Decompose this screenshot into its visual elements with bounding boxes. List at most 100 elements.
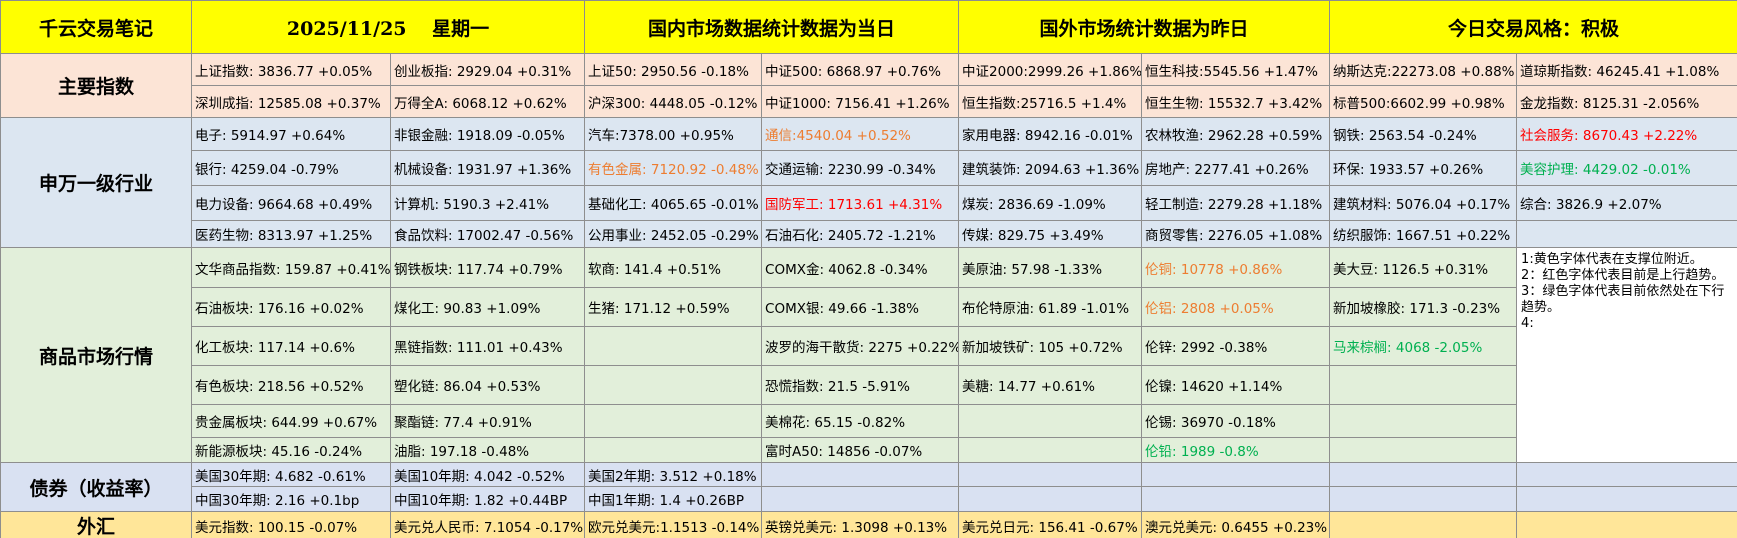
cell <box>1141 486 1331 512</box>
cell: 美大豆: 1126.5 +0.31% <box>1329 247 1518 288</box>
row: 商品市场行情 文华商品指数: 159.87 +0.41% 钢铁板块: 117.74 … <box>0 247 1737 463</box>
cell: 软商: 141.4 +0.51% <box>584 247 763 288</box>
cell: 万得全A: 6068.12 +0.62% <box>389 85 586 118</box>
cell: 深圳成指: 12585.08 +0.37% <box>191 85 391 118</box>
cell: 汽车:7378.00 +0.95% <box>584 117 763 151</box>
cell: 房地产: 2277.41 +0.26% <box>1141 150 1331 186</box>
cell: 油脂: 197.18 -0.48% <box>389 437 586 463</box>
section-label: 债券（收益率） <box>0 462 192 512</box>
cell: 伦铅: 1989 -0.8% <box>1141 437 1331 463</box>
row: 深圳成指: 12585.08 +0.37% 万得全A: 6068.12 +0.62… <box>0 85 1737 118</box>
cell: 布伦特原油: 61.89 -1.01% <box>958 287 1143 327</box>
cell: 建筑装饰: 2094.63 +1.36% <box>958 150 1143 186</box>
cell: 新加坡铁矿: 105 +0.72% <box>958 326 1143 366</box>
cell: 中证1000: 7156.41 +1.26% <box>761 85 960 118</box>
cell <box>584 365 763 405</box>
cell: 电力设备: 9664.68 +0.49% <box>191 185 391 221</box>
row: 主要指数 上证指数: 3836.77 +0.05% 创业板指: 2929.04 +0… <box>0 53 1737 118</box>
cell <box>1329 462 1518 487</box>
cell: 马来棕榈: 4068 -2.05% <box>1329 326 1518 366</box>
row: 债券（收益率） 美国30年期: 4.682 -0.61% 美国10年期: 4.042… <box>0 462 1737 512</box>
row: 外汇 美元指数: 100.15 -0.07% 美元兑人民币: 7.1054 -0.1… <box>0 511 1737 538</box>
row: 新能源板块: 45.16 -0.24% 油脂: 197.18 -0.48% 富时A5… <box>0 437 1737 463</box>
row: 电力设备: 9664.68 +0.49% 计算机: 5190.3 +2.41% 基础… <box>0 185 1737 221</box>
cell: 聚酯链: 77.4 +0.91% <box>389 404 586 438</box>
cell <box>1516 462 1737 487</box>
section-label: 外汇 <box>0 511 192 538</box>
cell: 纺织服饰: 1667.51 +0.22% <box>1329 220 1518 248</box>
row: 化工板块: 117.14 +0.6% 黑链指数: 111.01 +0.43% 波罗的… <box>0 326 1737 366</box>
cell <box>1516 511 1737 538</box>
cell: 金龙指数: 8125.31 -2.056% <box>1516 85 1737 118</box>
cell: 美元指数: 100.15 -0.07% <box>191 511 391 538</box>
cell <box>958 462 1143 487</box>
cell <box>1141 462 1331 487</box>
cell: 有色板块: 218.56 +0.52% <box>191 365 391 405</box>
cell: 沪深300: 4448.05 -0.12% <box>584 85 763 118</box>
row: 有色板块: 218.56 +0.52% 塑化链: 86.04 +0.53% 恐慌指数… <box>0 365 1737 405</box>
note-line: 4: <box>1521 316 1534 331</box>
header-domestic: 国内市场数据统计数据为当日 <box>584 0 960 54</box>
cell: 中国10年期: 1.82 +0.44BP <box>389 486 586 512</box>
cell: 商贸零售: 2276.05 +1.08% <box>1141 220 1331 248</box>
note: 1:黄色字体代表在支撑位附近。 2：红色字体代表目前是上行趋势。 3：绿色字体代表目… <box>1516 247 1737 463</box>
cell: 波罗的海干散货: 2275 +0.22% <box>761 326 960 366</box>
cell: 计算机: 5190.3 +2.41% <box>389 185 586 221</box>
cell <box>1329 365 1518 405</box>
cell <box>761 462 960 487</box>
cell: 黑链指数: 111.01 +0.43% <box>389 326 586 366</box>
header-title: 千云交易笔记 <box>0 0 192 54</box>
header-foreign: 国外市场统计数据为昨日 <box>958 0 1331 54</box>
cell: 钢铁板块: 117.74 +0.79% <box>389 247 586 288</box>
cell: 美原油: 57.98 -1.33% <box>958 247 1143 288</box>
cell: 交通运输: 2230.99 -0.34% <box>761 150 960 186</box>
cell: 上证指数: 3836.77 +0.05% <box>191 53 391 86</box>
cell: 伦镍: 14620 +1.14% <box>1141 365 1331 405</box>
cell: 恒生生物: 15532.7 +3.42% <box>1141 85 1331 118</box>
cell: 中国30年期: 2.16 +0.1bp <box>191 486 391 512</box>
cell: 伦铜: 10778 +0.86% <box>1141 247 1331 288</box>
cell <box>584 326 763 366</box>
cell: 恐慌指数: 21.5 -5.91% <box>761 365 960 405</box>
cell: 恒生科技:5545.56 +1.47% <box>1141 53 1331 86</box>
cell: 文华商品指数: 159.87 +0.41% <box>191 247 391 288</box>
note-line: 2：红色字体代表目前是上行趋势。 <box>1521 268 1725 283</box>
cell <box>761 486 960 512</box>
cell: 电子: 5914.97 +0.64% <box>191 117 391 151</box>
cell: COMX金: 4062.8 -0.34% <box>761 247 960 288</box>
cell: 纳斯达克:22273.08 +0.88% <box>1329 53 1518 86</box>
cell: 塑化链: 86.04 +0.53% <box>389 365 586 405</box>
cell: 煤化工: 90.83 +1.09% <box>389 287 586 327</box>
cell: 石油石化: 2405.72 -1.21% <box>761 220 960 248</box>
cell: 石油板块: 176.16 +0.02% <box>191 287 391 327</box>
header-date: 2025/11/25 星期一 <box>190 0 586 54</box>
cell: 生猪: 171.12 +0.59% <box>584 287 763 327</box>
cell: 美棉花: 65.15 -0.82% <box>761 404 960 438</box>
cell: 澳元兑美元: 0.6455 +0.23% <box>1141 511 1331 538</box>
cell: 公用事业: 2452.05 -0.29% <box>584 220 763 248</box>
cell: 伦锡: 36970 -0.18% <box>1141 404 1331 438</box>
cell: 伦铝: 2808 +0.05% <box>1141 287 1331 327</box>
cell <box>1516 220 1737 248</box>
cell <box>958 486 1143 512</box>
section-label: 商品市场行情 <box>0 247 192 463</box>
cell: 化工板块: 117.14 +0.6% <box>191 326 391 366</box>
cell: 中证2000:2999.26 +1.86% <box>958 53 1143 86</box>
cell: 美元兑人民币: 7.1054 -0.17% <box>389 511 586 538</box>
cell: 环保: 1933.57 +0.26% <box>1329 150 1518 186</box>
cell: 富时A50: 14856 -0.07% <box>761 437 960 463</box>
cell: 轻工制造: 2279.28 +1.18% <box>1141 185 1331 221</box>
cell <box>1329 486 1518 512</box>
row: 石油板块: 176.16 +0.02% 煤化工: 90.83 +1.09% 生猪: … <box>0 287 1737 327</box>
cell: 欧元兑美元:1.1513 -0.14% <box>584 511 763 538</box>
cell: 农林牧渔: 2962.28 +0.59% <box>1141 117 1331 151</box>
cell: 中证500: 6868.97 +0.76% <box>761 53 960 86</box>
row: 医药生物: 8313.97 +1.25% 食品饮料: 17002.47 -0.56… <box>0 220 1737 248</box>
cell: 美糖: 14.77 +0.61% <box>958 365 1143 405</box>
cell: 医药生物: 8313.97 +1.25% <box>191 220 391 248</box>
cell <box>1329 511 1518 538</box>
cell <box>1516 486 1737 512</box>
cell: 新能源板块: 45.16 -0.24% <box>191 437 391 463</box>
section-label: 主要指数 <box>0 53 192 118</box>
